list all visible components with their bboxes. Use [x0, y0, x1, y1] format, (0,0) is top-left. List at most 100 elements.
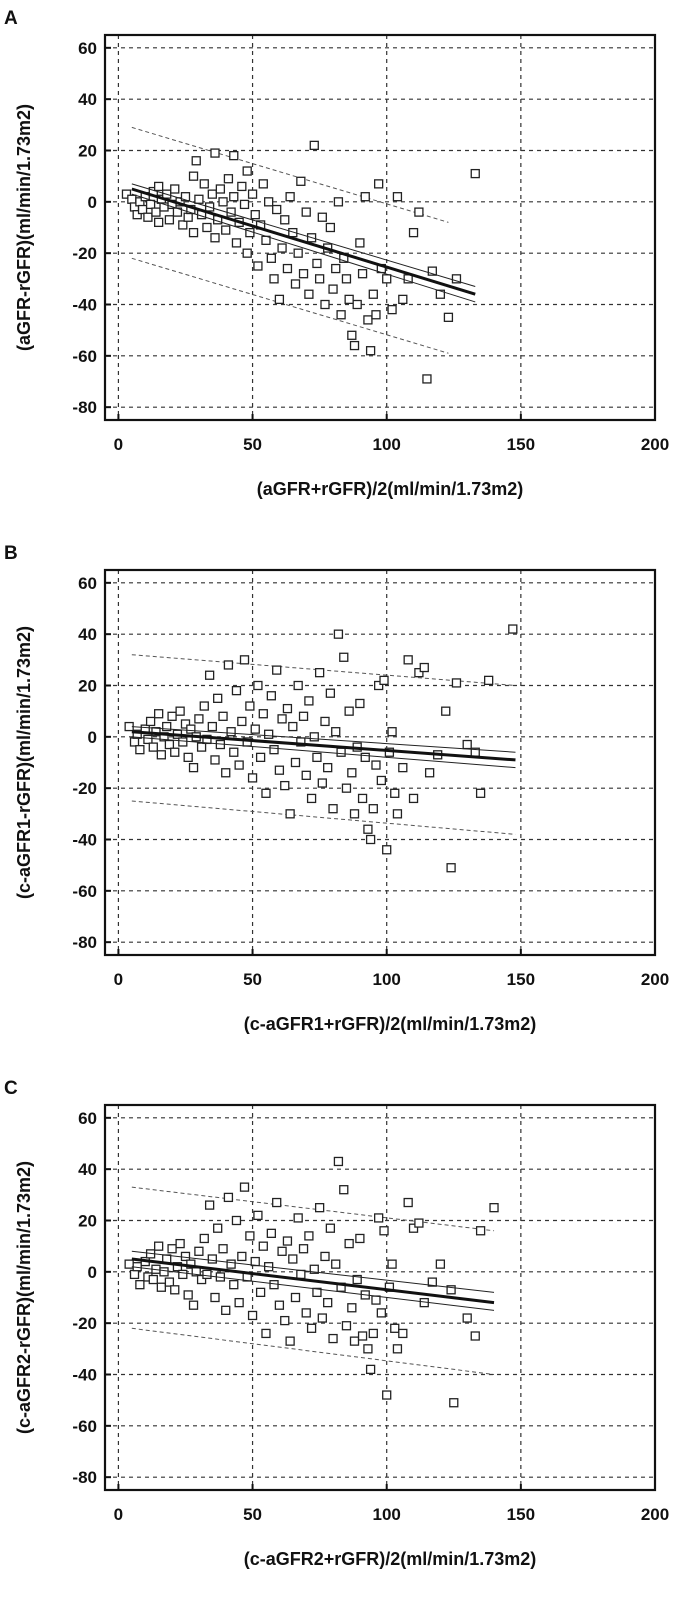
data-point [360, 752, 370, 763]
data-point [170, 1285, 180, 1295]
data-point [408, 227, 419, 238]
data-point [328, 1333, 338, 1344]
upper-limit-line [131, 126, 449, 223]
x-axis-title: (aGFR+rGFR)/2(ml/min/1.73m2) [257, 479, 524, 499]
data-point [285, 809, 295, 819]
data-point [215, 184, 226, 194]
data-point [323, 762, 333, 773]
y-tick-label: 60 [78, 574, 97, 593]
data-point [435, 289, 446, 299]
x-tick-label: 200 [641, 970, 669, 989]
data-point [274, 294, 285, 305]
data-point [363, 315, 373, 325]
data-point [320, 299, 330, 310]
data-point [288, 1254, 298, 1264]
x-tick-label: 50 [243, 970, 262, 989]
data-point [178, 737, 188, 747]
data-point [331, 1259, 341, 1269]
data-point [475, 1226, 486, 1236]
data-point [304, 289, 314, 299]
data-point [314, 668, 325, 678]
data-point [237, 716, 247, 727]
x-tick-label: 100 [373, 970, 401, 989]
data-point [282, 1236, 293, 1246]
data-point [280, 215, 290, 225]
data-point [229, 150, 239, 161]
y-tick-label: 60 [78, 1109, 97, 1128]
data-point [309, 1264, 319, 1274]
data-point [154, 1241, 164, 1251]
data-point [392, 1344, 403, 1354]
data-point [223, 660, 234, 670]
ci-lower-line [131, 1266, 495, 1311]
data-point [218, 711, 228, 721]
data-point [156, 1282, 166, 1292]
data-point [223, 174, 234, 184]
data-point [462, 739, 472, 750]
data-point [245, 1231, 255, 1241]
data-point [309, 732, 319, 742]
data-point [374, 179, 384, 189]
data-point [357, 1331, 368, 1341]
data-point [371, 760, 381, 770]
y-tick-label: 40 [78, 90, 97, 109]
data-point [427, 266, 437, 276]
ci-upper-line [131, 183, 476, 288]
y-tick-label: -80 [72, 398, 97, 417]
data-point [390, 1323, 400, 1333]
data-point [317, 1313, 327, 1323]
y-tick-label: -80 [72, 1468, 97, 1487]
data-point [167, 711, 177, 721]
data-point [344, 294, 354, 305]
data-point [422, 374, 432, 384]
data-point [293, 1213, 303, 1223]
data-point [170, 184, 180, 194]
data-point [148, 1274, 158, 1285]
data-point [298, 711, 309, 721]
data-point [261, 788, 271, 798]
data-point [135, 745, 145, 755]
data-point [306, 1323, 317, 1333]
data-point [470, 1331, 480, 1341]
data-point [132, 210, 142, 220]
data-point [258, 1241, 268, 1251]
data-point [242, 248, 252, 258]
data-point [355, 238, 365, 248]
data-point [349, 809, 360, 819]
x-tick-label: 50 [243, 1505, 262, 1524]
y-axis-title: (c-aGFR2-rGFR)(ml/min/1.73m2) [14, 1161, 34, 1434]
data-point [250, 1256, 260, 1267]
data-point [285, 192, 295, 202]
y-tick-label: 20 [78, 677, 97, 696]
data-point [363, 1344, 373, 1354]
data-point [180, 1251, 191, 1262]
ci-lower-line [131, 736, 516, 769]
data-point [239, 1182, 250, 1192]
data-point [298, 269, 309, 279]
data-point [355, 1233, 365, 1244]
data-point [194, 714, 204, 724]
data-point [414, 1218, 424, 1228]
data-point [231, 685, 242, 696]
y-tick-label: 40 [78, 625, 97, 644]
data-point [180, 192, 191, 202]
y-tick-label: -60 [72, 882, 97, 901]
data-point [360, 192, 370, 202]
data-point [229, 192, 239, 202]
data-point [325, 222, 336, 233]
data-point [229, 1280, 239, 1290]
data-point [298, 1244, 309, 1254]
data-point [387, 1259, 397, 1269]
data-point [202, 1269, 212, 1280]
data-point [247, 189, 258, 199]
data-point [269, 274, 279, 284]
data-point [368, 289, 378, 299]
data-point [234, 1297, 244, 1308]
data-point [331, 263, 341, 274]
y-tick-label: 0 [88, 728, 97, 747]
x-tick-label: 150 [507, 435, 535, 454]
data-point [290, 1292, 301, 1303]
data-point [312, 258, 322, 269]
data-point [207, 1254, 217, 1264]
data-point [355, 698, 365, 709]
